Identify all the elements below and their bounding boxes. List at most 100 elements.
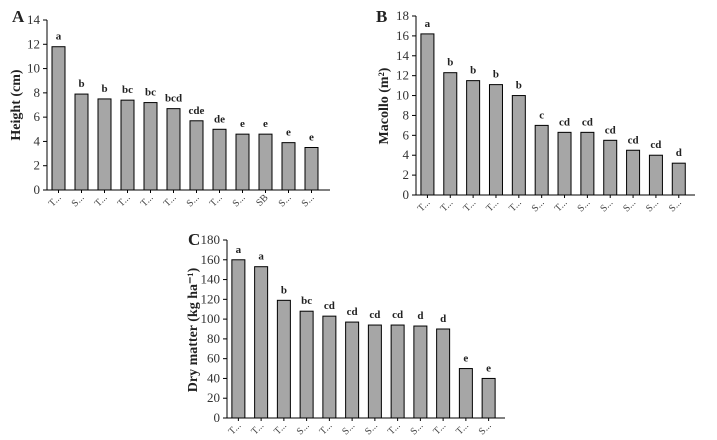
bar [466, 80, 481, 196]
bar [345, 321, 360, 419]
y-axis-title: Dry matter (kg ha⁻¹) [186, 267, 201, 392]
y-tick-label: 4 [34, 133, 41, 148]
significance-letter: b [101, 83, 107, 95]
significance-letter: d [440, 313, 446, 325]
panel-b-macollo-chart: B Macollo (m²) 0 2 4 6 8 10 12 14 16 18 a T... b T... b T… [376, 7, 695, 214]
significance-letter: a [56, 31, 62, 43]
y-tick-label: 12 [396, 68, 409, 83]
bar [413, 325, 428, 419]
bar [97, 98, 112, 191]
significance-letter: b [493, 69, 499, 81]
bar [51, 46, 66, 191]
significance-letter: de [214, 113, 225, 125]
significance-letter: e [309, 132, 314, 144]
category-label: T... [507, 197, 524, 214]
category-label: T... [553, 197, 570, 214]
bar [671, 162, 686, 196]
category-label: T... [454, 420, 471, 437]
category-label: T... [227, 420, 244, 437]
bar [281, 142, 296, 191]
category-label: S... [363, 420, 380, 437]
bar [120, 99, 135, 191]
category-label: T... [162, 192, 179, 209]
y-tick-label: 8 [34, 85, 41, 100]
bar [322, 315, 337, 419]
bar [254, 266, 269, 419]
y-tick-label: 14 [396, 48, 410, 63]
category-label: S... [340, 420, 357, 437]
y-tick-label: 16 [396, 28, 410, 43]
bar [488, 84, 503, 196]
category-label: S... [644, 197, 661, 214]
y-tick-label: 14 [27, 12, 41, 27]
y-tick-label: 6 [34, 109, 41, 124]
category-label: S... [598, 197, 615, 214]
significance-letter: e [240, 118, 245, 130]
category-label: S... [295, 420, 312, 437]
y-tick-label: 0 [214, 410, 221, 425]
y-tick-label: 60 [207, 351, 220, 366]
bar [511, 95, 526, 196]
significance-letter: cd [324, 300, 335, 312]
significance-letter: b [78, 78, 84, 90]
bar [166, 108, 181, 191]
bar [557, 131, 572, 196]
significance-letter: bc [122, 84, 133, 96]
bar [420, 33, 435, 196]
category-label: S... [530, 197, 547, 214]
significance-letter: a [425, 18, 431, 30]
category-label: SB [254, 192, 271, 209]
panel-letter: B [376, 7, 387, 26]
significance-letter: cd [650, 139, 661, 151]
category-label: T... [93, 192, 110, 209]
bar [189, 120, 204, 191]
category-label: T... [208, 192, 225, 209]
y-tick-label: 20 [207, 390, 220, 405]
bar [436, 328, 451, 419]
category-label: S... [667, 197, 684, 214]
significance-letter: b [470, 65, 476, 77]
category-label: T... [249, 420, 266, 437]
category-label: T... [439, 197, 456, 214]
category-label: T... [47, 192, 64, 209]
significance-letter: cd [369, 309, 380, 321]
y-tick-label: 120 [201, 291, 221, 306]
category-label: S... [408, 420, 425, 437]
significance-letter: a [258, 251, 264, 263]
bar [304, 147, 319, 191]
bar [626, 149, 641, 196]
y-tick-label: 6 [403, 127, 410, 142]
significance-letter: b [447, 57, 453, 69]
y-tick-label: 180 [201, 232, 221, 247]
y-tick-label: 4 [403, 147, 410, 162]
significance-letter: cd [347, 306, 358, 318]
significance-letter: e [486, 362, 491, 374]
y-tick-label: 10 [396, 88, 409, 103]
category-label: S... [185, 192, 202, 209]
bar [258, 133, 273, 191]
y-tick-label: 40 [207, 370, 220, 385]
y-tick-label: 10 [27, 61, 40, 76]
bar [231, 259, 246, 419]
bar [143, 102, 158, 191]
category-label: S... [300, 192, 317, 209]
significance-letter: a [236, 244, 242, 256]
category-label: T... [272, 420, 289, 437]
y-tick-label: 2 [34, 158, 41, 173]
category-label: T... [318, 420, 335, 437]
significance-letter: cd [582, 116, 593, 128]
category-label: S... [277, 192, 294, 209]
bar [299, 310, 314, 419]
bar [390, 324, 405, 419]
y-tick-label: 140 [201, 272, 221, 287]
y-tick-label: 12 [27, 36, 40, 51]
y-axis-title: Macollo (m²) [377, 67, 392, 144]
category-label: T... [484, 197, 501, 214]
significance-letter: e [286, 127, 291, 139]
significance-letter: bc [145, 87, 156, 99]
significance-letter: cde [189, 105, 205, 117]
category-label: S... [70, 192, 87, 209]
significance-letter: b [516, 80, 522, 92]
y-tick-label: 80 [207, 331, 220, 346]
